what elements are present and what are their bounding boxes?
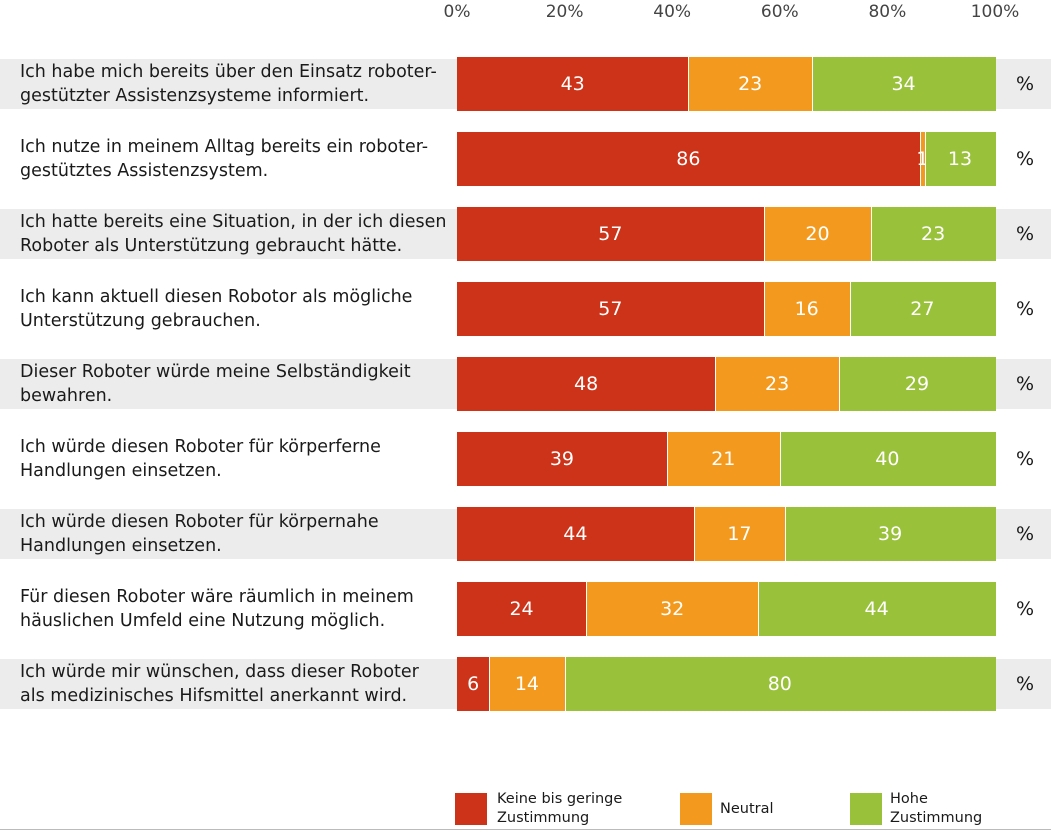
bar-segment [586, 582, 760, 636]
data-label: 20 [805, 223, 830, 245]
percent-unit: % [1015, 73, 1035, 95]
bar-segment [758, 582, 996, 636]
bar-segment [871, 207, 996, 261]
bar-segment [785, 507, 996, 561]
data-label: 27 [910, 298, 935, 320]
legend-label: Neutral [720, 801, 774, 817]
data-label: 34 [891, 73, 916, 95]
bar-segment [564, 657, 996, 711]
category-label: Ich würde diesen Roboter für körpernahe … [20, 512, 379, 556]
bar-segment [688, 57, 814, 111]
x-tick-label: 60% [760, 2, 799, 22]
x-tick-label: 0% [443, 2, 471, 22]
bar-segment [457, 282, 764, 336]
bar-segment [812, 57, 996, 111]
percent-unit: % [1015, 448, 1035, 470]
category-label: Ich kann aktuell diesen Robotor als mögl… [20, 287, 413, 331]
bar-segment [925, 132, 996, 186]
bar-segment [838, 357, 996, 411]
percent-unit: % [1015, 298, 1035, 320]
legend-swatch [680, 793, 712, 825]
bar-segment [457, 507, 694, 561]
x-tick-label: 20% [545, 2, 584, 22]
bar-segment [457, 57, 689, 111]
percent-unit: % [1015, 148, 1035, 170]
data-label: 17 [727, 523, 752, 545]
data-label: 39 [877, 523, 903, 545]
data-label: 24 [509, 598, 534, 620]
data-label: 43 [560, 73, 585, 95]
data-label: 23 [921, 223, 946, 245]
bar-segment [457, 132, 920, 186]
bar-segment [715, 357, 840, 411]
bar-segment [849, 282, 996, 336]
bar-segment [693, 507, 787, 561]
data-label: 40 [875, 448, 900, 470]
bar-segment [779, 432, 996, 486]
category-label: Ich nutze in meinem Alltag bereits ein r… [20, 137, 429, 181]
percent-unit: % [1015, 598, 1035, 620]
data-label: 6 [467, 673, 480, 695]
data-label: 23 [738, 73, 763, 95]
data-label: 16 [794, 298, 819, 320]
category-label: Ich würde diesen Roboter für körperferne… [20, 437, 381, 481]
data-label: 44 [563, 523, 588, 545]
data-label: 86 [676, 148, 701, 170]
bar-segment [457, 207, 764, 261]
bar-segment [457, 357, 716, 411]
data-label: 44 [864, 598, 889, 620]
data-label: 23 [765, 373, 790, 395]
category-label: Ich hatte bereits eine Situation, in der… [20, 212, 447, 256]
bar-segment [919, 132, 927, 186]
data-label: 14 [514, 673, 540, 695]
bar-segment [457, 432, 667, 486]
bottom-divider [0, 829, 1051, 830]
x-tick-label: 40% [653, 2, 692, 22]
data-label: 39 [549, 448, 574, 470]
data-label: 48 [574, 373, 599, 395]
category-label: Für diesen Roboter wäre räumlich in mein… [20, 587, 414, 631]
data-label: 57 [598, 223, 623, 245]
data-label: 57 [598, 298, 623, 320]
data-label: 13 [947, 148, 973, 170]
data-label: 32 [660, 598, 685, 620]
x-tick-label: 100% [970, 2, 1020, 22]
bar-segment [666, 432, 781, 486]
legend-label: Keine bis geringe Zustimmung [497, 791, 623, 826]
bar-segment [457, 657, 490, 711]
category-label: Ich würde mir wünschen, dass dieser Robo… [20, 662, 419, 706]
percent-unit: % [1015, 673, 1035, 695]
bar-segment [489, 657, 566, 711]
legend-label: Hohe Zustimmung [890, 791, 983, 826]
percent-unit: % [1015, 223, 1035, 245]
legend-swatch [455, 793, 487, 825]
data-label: 80 [767, 673, 792, 695]
percent-unit: % [1015, 373, 1035, 395]
bar-segment [763, 282, 851, 336]
percent-unit: % [1015, 523, 1035, 545]
category-label: Dieser Roboter würde meine Selbständigke… [20, 362, 411, 406]
bar-segment [457, 582, 587, 636]
x-tick-label: 80% [868, 2, 907, 22]
category-label: Ich habe mich bereits über den Einsatz r… [20, 62, 437, 106]
data-label: 29 [904, 373, 930, 395]
bar-segment [763, 207, 873, 261]
legend-swatch [850, 793, 882, 825]
data-label: 21 [711, 448, 736, 470]
